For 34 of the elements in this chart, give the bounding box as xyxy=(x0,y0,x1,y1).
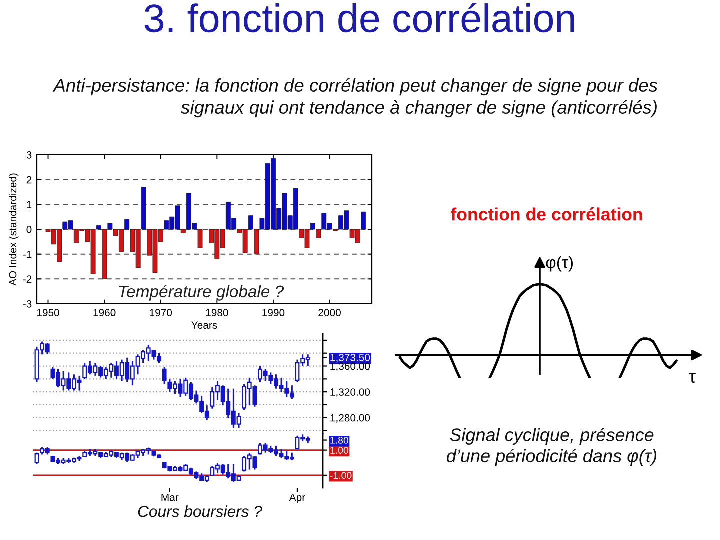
chart-title: fonction de corrélation xyxy=(451,208,642,221)
y-tick-label: 1,280.00 xyxy=(330,414,370,423)
y-axis-title: φ(τ) xyxy=(546,256,574,272)
x-tick-label: 1970 xyxy=(150,309,172,317)
y-tick-label: -3 xyxy=(23,300,32,308)
y-tick-label: -1.00 xyxy=(330,472,352,480)
y-tick-label: 2 xyxy=(26,176,32,184)
x-axis-title: Years xyxy=(192,322,218,329)
y-tick-label: 1,373.50 xyxy=(330,354,370,363)
y-tick-label: 1,360.00 xyxy=(330,362,370,372)
y-tick-label: 0 xyxy=(26,226,32,234)
chart-title: 3. fonction de corrélation xyxy=(144,3,574,33)
y-tick-label: -1 xyxy=(23,250,32,258)
x-tick-label: 1950 xyxy=(37,309,60,317)
x-tick-label: Apr xyxy=(289,494,306,504)
y-tick-label: 1,320.00 xyxy=(330,388,370,398)
candlestick xyxy=(34,452,40,465)
x-tick-label: Mar xyxy=(162,494,179,502)
candlestick xyxy=(162,366,167,386)
y-tick-label: 1 xyxy=(27,201,32,208)
text: Cours boursiers ? xyxy=(138,506,262,518)
y-tick-label: 1.80 xyxy=(330,437,348,444)
text: Signal cyclique, présence d’une périodicité dans φ(τ) xyxy=(447,428,657,466)
x-tick-label: 1990 xyxy=(262,309,285,317)
chart-subtitle: Anti-persistance: la fonction de corrélation peut changer de signe pour des signaux qui ont tendance à changer de signe (anticorrélés) xyxy=(52,78,658,118)
x-tick-label: 2000 xyxy=(318,309,341,317)
y-tick-label: -2 xyxy=(23,276,32,283)
y-tick-label: 3 xyxy=(26,152,32,159)
x-axis-title: τ xyxy=(689,373,696,384)
y-tick-label: 1.00 xyxy=(330,447,348,454)
annotation: Température globale ? xyxy=(119,285,284,301)
x-tick-label: 1960 xyxy=(94,309,116,317)
x-tick-label: 1980 xyxy=(206,309,228,317)
y-axis-title: AO Index (standardized) xyxy=(9,174,19,286)
